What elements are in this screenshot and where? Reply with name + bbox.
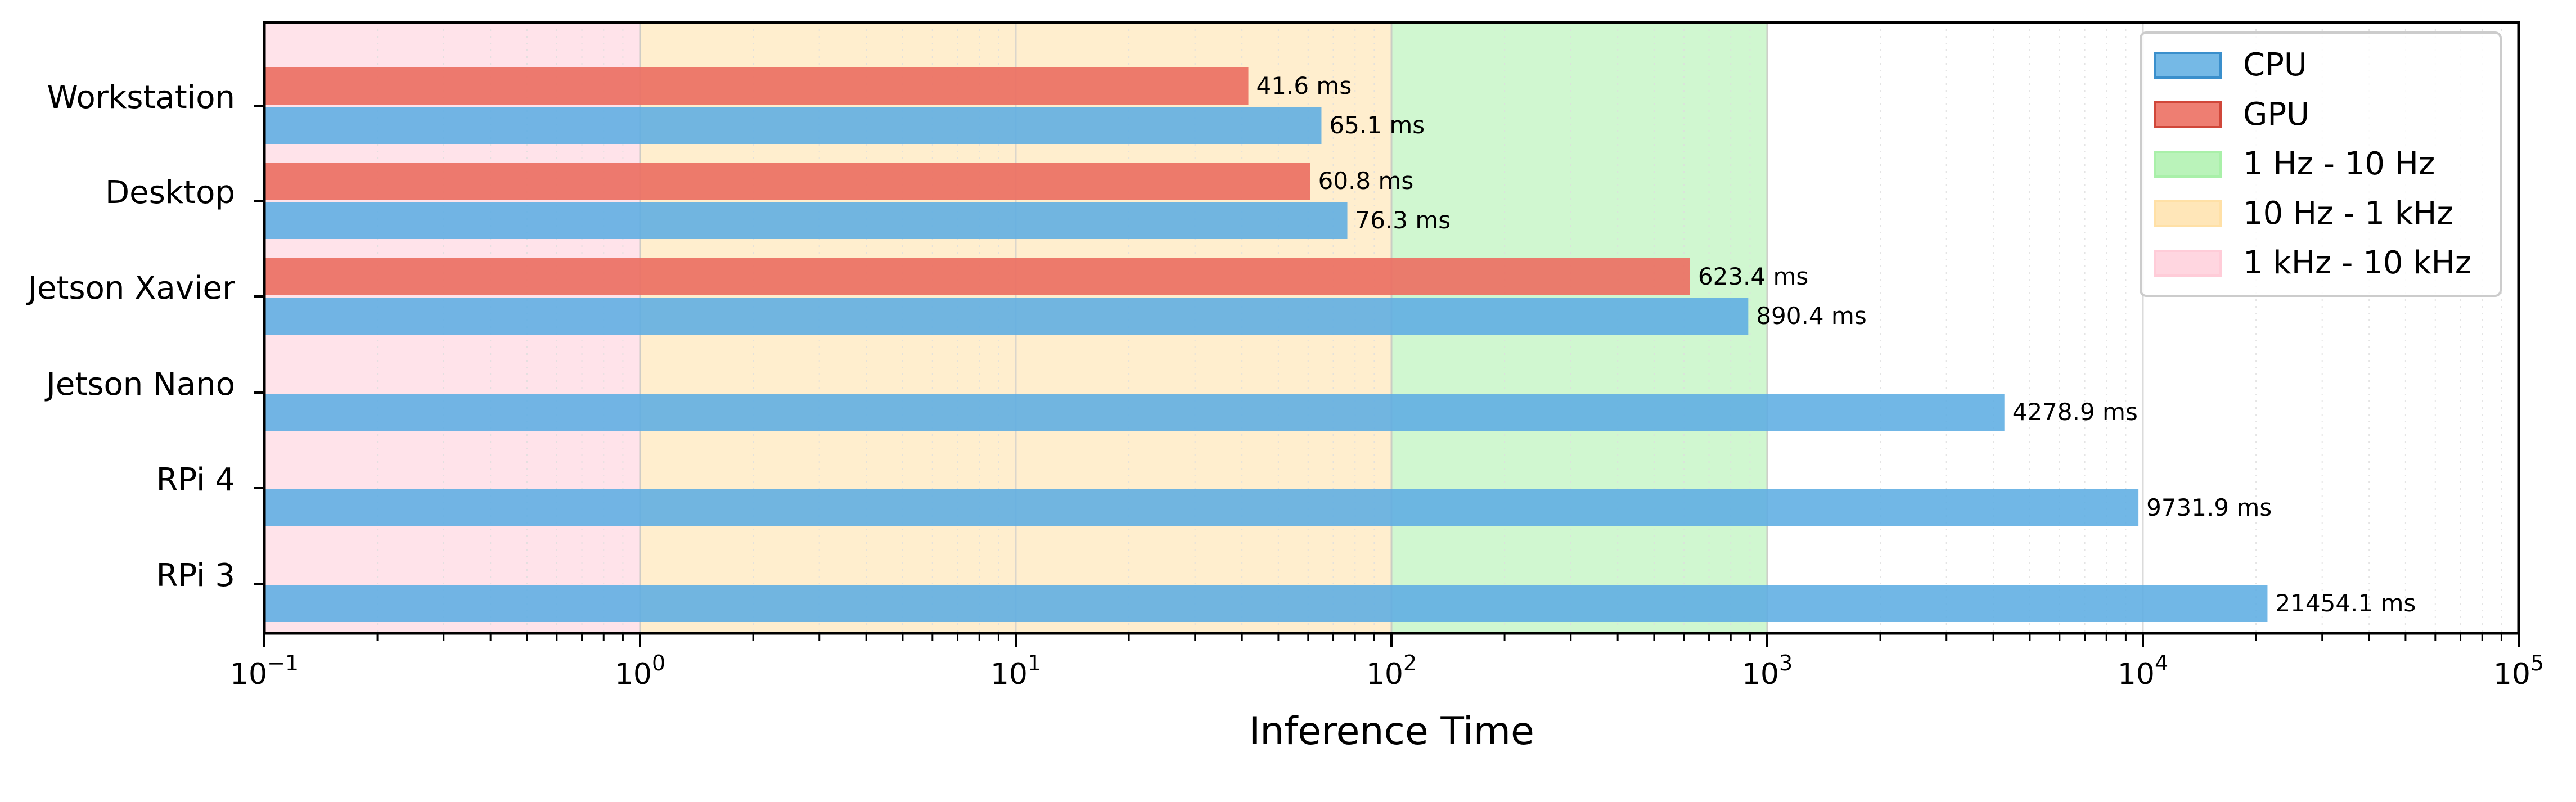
legend-box bbox=[2140, 31, 2502, 297]
legend-label-1: GPU bbox=[2243, 96, 2309, 133]
legend-label-3: 10 Hz - 1 kHz bbox=[2243, 195, 2453, 232]
ytick-label-5: RPi 3 bbox=[156, 557, 235, 594]
xtick-label-3: 102 bbox=[1366, 651, 1417, 691]
legend-label-2: 1 Hz - 10 Hz bbox=[2243, 146, 2435, 182]
ytick-label-4: RPi 4 bbox=[156, 462, 235, 498]
legend-swatch-2 bbox=[2154, 151, 2222, 178]
xtick-label-5: 104 bbox=[2118, 651, 2168, 691]
legend-swatch-3 bbox=[2154, 200, 2222, 227]
xtick-label-2: 101 bbox=[990, 651, 1041, 691]
bar-label-cpu-0: 65.1 ms bbox=[1329, 111, 1425, 139]
bar-cpu-3 bbox=[264, 394, 2005, 431]
bar-gpu-0 bbox=[264, 67, 1249, 105]
bar-label-gpu-2: 623.4 ms bbox=[1698, 263, 1808, 290]
bar-label-cpu-4: 9731.9 ms bbox=[2146, 494, 2272, 521]
bar-cpu-1 bbox=[264, 202, 1348, 239]
ytick-label-1: Desktop bbox=[105, 174, 235, 211]
bar-label-cpu-1: 76.3 ms bbox=[1355, 206, 1451, 234]
bar-label-cpu-3: 4278.9 ms bbox=[2012, 398, 2138, 426]
xtick-label-0: 10−1 bbox=[230, 651, 299, 691]
legend-swatch-0 bbox=[2154, 52, 2222, 79]
xtick-label-1: 100 bbox=[615, 651, 665, 691]
xtick-label-6: 105 bbox=[2493, 651, 2544, 691]
bar-label-cpu-5: 21454.1 ms bbox=[2275, 589, 2416, 617]
bar-label-gpu-1: 60.8 ms bbox=[1318, 167, 1414, 195]
bar-cpu-2 bbox=[264, 298, 1749, 335]
legend-swatch-4 bbox=[2154, 250, 2222, 277]
ytick-label-2: Jetson Xavier bbox=[26, 270, 235, 307]
bar-cpu-5 bbox=[264, 585, 2268, 622]
legend-swatch-1 bbox=[2154, 101, 2222, 128]
ytick-label-3: Jetson Nano bbox=[44, 366, 235, 403]
bar-cpu-4 bbox=[264, 489, 2139, 526]
legend-label-0: CPU bbox=[2243, 47, 2307, 83]
xtick-label-4: 103 bbox=[1742, 651, 1793, 691]
x-axis-title: Inference Time bbox=[1249, 709, 1534, 754]
bar-label-cpu-2: 890.4 ms bbox=[1756, 302, 1866, 330]
bar-label-gpu-0: 41.6 ms bbox=[1257, 72, 1352, 100]
bar-cpu-0 bbox=[264, 107, 1322, 144]
legend-label-4: 1 kHz - 10 kHz bbox=[2243, 245, 2471, 281]
bar-gpu-2 bbox=[264, 258, 1690, 295]
bar-gpu-1 bbox=[264, 163, 1310, 200]
ytick-label-0: Workstation bbox=[47, 79, 235, 116]
